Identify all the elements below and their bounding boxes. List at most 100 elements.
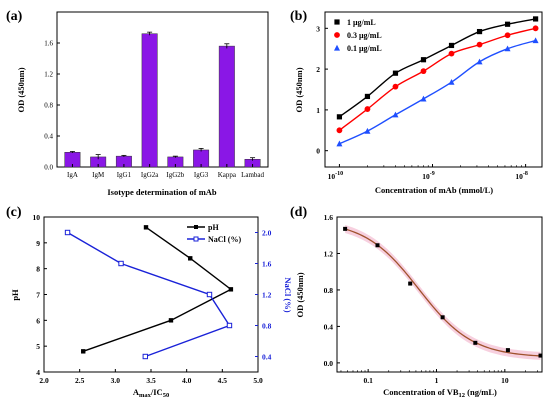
panel-d-data-point: [440, 315, 445, 320]
panel-b-legend-label: 0.3 μg/mL: [347, 31, 382, 40]
panel-b-xtick-base: 10: [515, 172, 523, 181]
panel-c-ytick-label: 7: [36, 291, 40, 300]
panel-c-xtick-label: 4.0: [182, 376, 192, 385]
panel-b-legend-marker: [334, 44, 340, 51]
panel-d-xtick-label: 0.1: [363, 376, 373, 385]
panel-d-frame: [336, 216, 543, 373]
panel-b-xtick-exponent: -10: [335, 171, 343, 177]
panel-c-xtick-label: 3.5: [146, 376, 156, 385]
panel-d-scatter-chart: Concentration of VB12 (ng/mL) OD (450nm)…: [295, 213, 543, 399]
panel-c-data-point: [142, 353, 148, 360]
panel-b-legend-label: 0.1 μg/mL: [347, 44, 382, 53]
panel-c-xtick-label: 5.0: [253, 376, 263, 385]
panel-a-bar-chart: Isotype determination of mAb OD (450nm) …: [16, 11, 269, 197]
panel-b-xtick-base: 10: [328, 172, 336, 181]
panel-c-legend-label: pH: [208, 223, 219, 232]
panel-d-ytick-label: 0.4: [324, 322, 334, 331]
panel-d-xtick-label: 10: [501, 376, 509, 385]
panel-b-data-point: [420, 57, 427, 63]
panel-c-ytick-label: 4: [36, 368, 40, 377]
panel-c-xtick-label: 2.0: [39, 376, 49, 385]
panel-c-data-point: [168, 318, 174, 323]
panel-b-data-point: [364, 127, 371, 134]
panel-b-ytick-label: 0: [316, 147, 320, 156]
panel-a-xtick-label: Kappa: [218, 171, 237, 179]
panel-b-series-curve: [339, 39, 536, 145]
panel-c-ytick-label: 9: [36, 239, 40, 248]
panel-c-data-point: [81, 349, 86, 354]
panel-a-xtick-label: IgM: [92, 171, 105, 179]
panel-b-xlabel: Concentration of mAb (mmol/L): [375, 185, 493, 195]
panel-d-data-point: [408, 281, 413, 286]
panel-label-b: (b): [290, 9, 307, 24]
panel-c-line-chart: Amax/IC50 pH NaCl (%) 2.0 2.5 3.0 3.5 4.0 4.5…: [10, 213, 293, 399]
panel-b-legend-marker: [334, 19, 340, 25]
panel-a-bar: [218, 45, 235, 168]
panel-c-legend-label: NaCl (%): [208, 235, 241, 244]
panel-c-ytick-label: 10: [33, 213, 41, 222]
panel-c-data-point: [118, 260, 124, 267]
panel-d-xlabel-sub: 12: [459, 392, 466, 399]
panel-b-data-point: [504, 21, 511, 27]
panel-b-data-point: [420, 68, 427, 75]
panel-c-ytick-label: 6: [36, 316, 40, 325]
panel-b-data-point: [448, 42, 455, 49]
panel-b-data-point: [448, 78, 455, 85]
panel-b-legend-marker: [334, 32, 340, 38]
panel-c-xlabel-main: A: [133, 387, 140, 397]
panel-label-d: (d): [290, 205, 307, 220]
panel-d-data-point: [343, 226, 348, 231]
panel-b-data-point: [392, 83, 399, 90]
panel-b-data-point: [336, 140, 343, 147]
panel-b-ytick-label: 3: [316, 24, 320, 33]
panel-a-xtick-label: IgG3: [194, 171, 209, 179]
panel-c-data-point: [226, 322, 233, 329]
panel-d-fit-curve: [344, 228, 541, 357]
panel-d-ylabel: OD (450nm): [295, 272, 305, 317]
panel-label-a: (a): [6, 9, 23, 24]
panel-a-xtick-label: Lambad: [241, 171, 264, 179]
panel-c-xlabel-mid: /IC: [150, 387, 163, 397]
panel-a-xtick-label: IgG1: [117, 171, 132, 179]
panel-b-xtick-exponent: -8: [523, 171, 528, 177]
panel-b-data-point: [448, 50, 455, 57]
panel-d-data-point: [538, 353, 543, 358]
panel-c-xlabel: Amax/IC50: [133, 387, 169, 399]
panel-c-legend-marker: [193, 236, 199, 242]
panel-a-ytick-label: 0.0: [44, 164, 53, 172]
panel-b-data-point: [392, 111, 399, 118]
panel-b-xtick-exponent: -9: [430, 171, 435, 177]
panel-d-xlabel-unit: (ng/mL): [465, 387, 497, 397]
panel-b-data-point: [420, 95, 427, 102]
panel-b-xtick-base: 10: [422, 172, 430, 181]
panel-d-ytick-label: 0.8: [324, 286, 334, 295]
panel-c-ytick-label: 5: [36, 342, 40, 351]
panel-b-xtick-label: 10-10: [328, 171, 344, 181]
panel-d-xlabel: Concentration of VB12 (ng/mL): [383, 387, 497, 399]
panel-a-xtick-label: IgG2a: [141, 171, 159, 179]
panel-c-y2tick-label: 0.8: [262, 322, 272, 331]
panel-b-ytick-label: 2: [316, 65, 320, 74]
panel-b-data-point: [532, 16, 539, 22]
panel-d-ytick-label: 0.0: [324, 359, 334, 368]
panel-c-data-point: [143, 225, 149, 230]
panel-c-y2tick-label: 1.6: [262, 260, 272, 269]
panel-b-data-point: [392, 70, 399, 76]
panel-b-data-point: [364, 93, 371, 100]
panel-c-ylabel: pH: [10, 289, 20, 301]
panel-a-ylabel: OD (450nm): [16, 67, 26, 112]
panel-b-legend-label: 1 μg/mL: [347, 18, 376, 27]
panel-d-xtick-label: 1: [435, 376, 439, 385]
panel-d-confidence-band: [345, 225, 541, 360]
panel-b-data-point: [336, 127, 343, 134]
panel-c-ytick-label: 8: [36, 265, 40, 274]
panel-c-data-point: [206, 291, 213, 298]
panel-a-xtick-label: IgG2b: [166, 171, 184, 179]
panel-c-data-point: [64, 229, 71, 236]
panel-a-ytick-label: 1.2: [44, 71, 53, 79]
panel-d-data-point: [505, 348, 510, 353]
panel-c-xtick-label: 4.5: [218, 376, 228, 385]
panel-b-ytick-label: 1: [316, 106, 320, 115]
panel-d-data-point: [473, 340, 478, 345]
panel-a-xtick-label: IgA: [67, 171, 78, 179]
